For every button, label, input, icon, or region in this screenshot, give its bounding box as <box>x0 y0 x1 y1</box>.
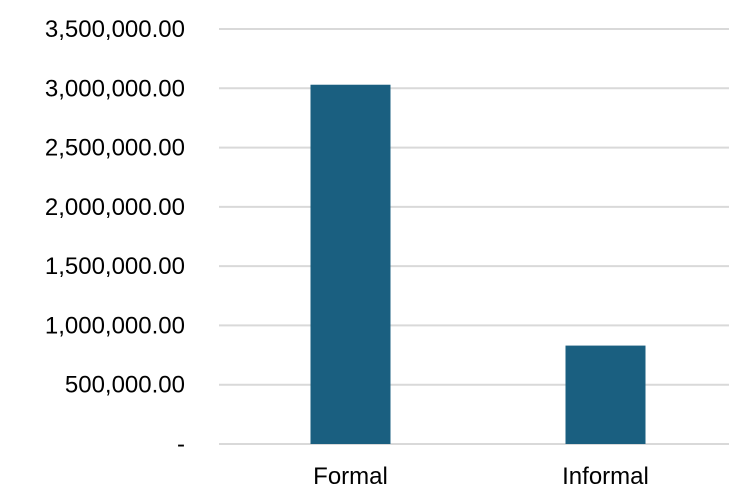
y-tick-label: - <box>177 431 185 458</box>
y-tick-label: 2,500,000.00 <box>45 135 185 162</box>
gridlines <box>219 28 729 445</box>
x-category-label: Informal <box>562 463 649 489</box>
y-tick-label: 1,000,000.00 <box>45 312 185 339</box>
y-tick-label: 500,000.00 <box>65 372 185 399</box>
y-tick-label: 1,500,000.00 <box>45 253 185 280</box>
bar-formal <box>310 84 391 444</box>
y-axis-tick-labels: - 500,000.00 1,000,000.00 1,500,000.00 2,000… <box>45 16 185 458</box>
x-axis-category-labels: Formal Informal <box>313 463 649 489</box>
x-category-label: Formal <box>313 463 388 489</box>
y-tick-label: 3,500,000.00 <box>45 16 185 43</box>
y-tick-label: 3,000,000.00 <box>45 75 185 102</box>
bars <box>310 84 646 444</box>
bar-informal <box>565 345 646 444</box>
y-tick-label: 2,000,000.00 <box>45 194 185 221</box>
